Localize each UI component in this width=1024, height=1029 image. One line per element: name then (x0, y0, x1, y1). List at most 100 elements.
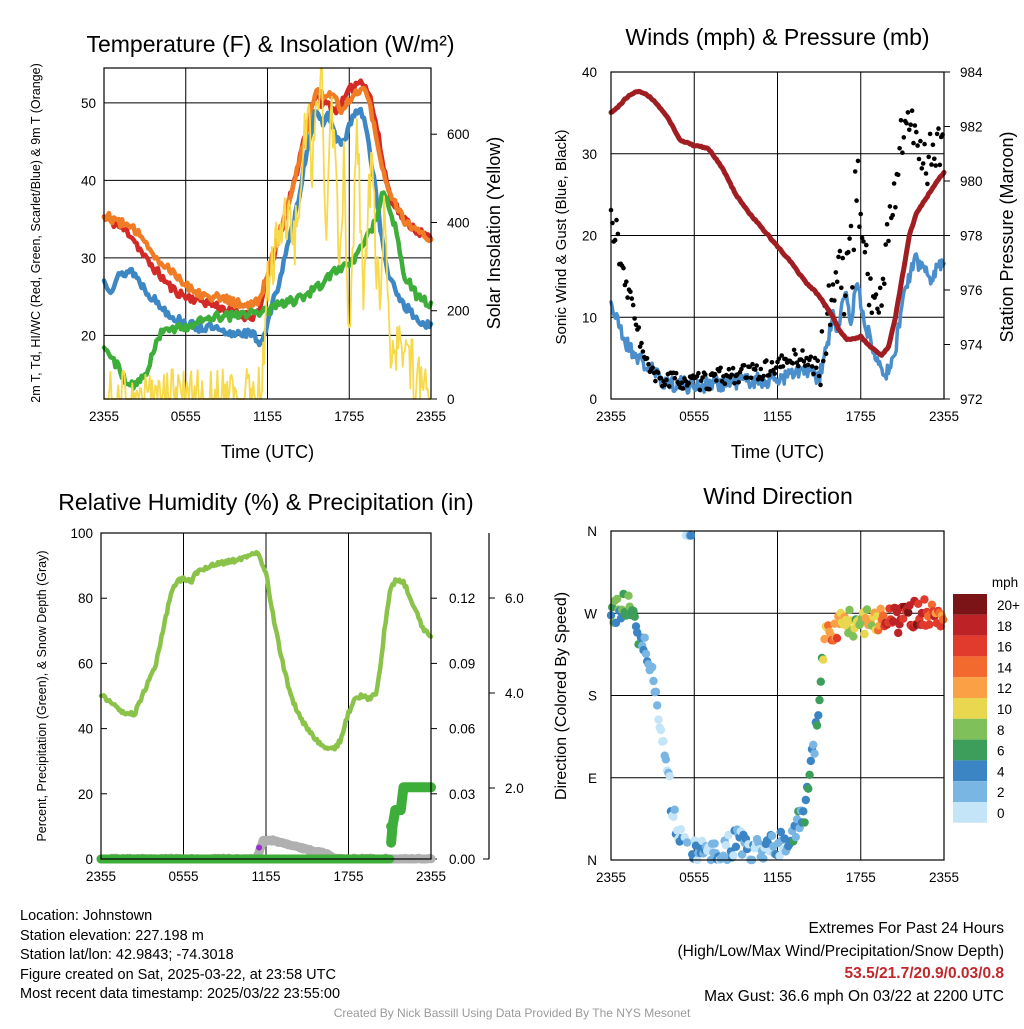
wind-gust-point (884, 222, 890, 227)
wind-gust-point (925, 181, 930, 187)
wind-gust-point (848, 223, 854, 229)
wdir-legend-swatch (953, 718, 987, 740)
temp-right-tick-label: 400 (447, 215, 470, 230)
wind-y-axis-label: Sonic Wind & Gust (Blue, Black) (553, 129, 570, 344)
rh-snow-axis-label: 6.0 (505, 591, 524, 606)
wdir-legend-label: 6 (997, 744, 1005, 759)
wind-gust-point (658, 375, 664, 381)
temp-series-line (101, 106, 434, 348)
wdir-x-tick-label: 1155 (763, 870, 792, 885)
wind-gust-point (933, 163, 938, 168)
wind-gust-point (895, 172, 901, 178)
wdir-y-tick-label: E (588, 771, 597, 786)
wind-gust-point (936, 126, 941, 131)
wind-gust-point (636, 325, 642, 330)
wdir-direction-point (800, 818, 809, 827)
wind-gust-point (624, 279, 629, 285)
wind-pressure-line (608, 88, 947, 358)
location-text: Location: Johnstown (20, 908, 153, 924)
rh-y-tick-label: 100 (70, 526, 93, 541)
wind-gust-point (793, 352, 798, 357)
credit-text: Created By Nick Bassill Using Data Provi… (333, 1006, 691, 1020)
wind-gust-point (857, 224, 862, 229)
wind-gust-point (826, 283, 832, 288)
wdir-direction-point (804, 784, 813, 793)
max-gust-text: Max Gust: 36.6 mph On 03/22 at 2200 UTC (704, 987, 1004, 1005)
station-info: Location: Johnstown Station elevation: 2… (20, 907, 340, 1005)
wdir-legend-label: 0 (997, 806, 1005, 821)
rh-humidity-line (98, 549, 434, 752)
rh-y-axis-label: Percent, Precipitation (Green), & Snow D… (35, 550, 49, 841)
temp-x-axis-label: Time (UTC) (221, 442, 314, 462)
wind-gust-point (830, 282, 836, 287)
wdir-direction-point (810, 749, 819, 758)
wind-gust-point (823, 351, 829, 357)
wind-right-tick-label: 984 (960, 65, 983, 80)
wind-gust-point (920, 161, 926, 166)
wdir-direction-point (799, 807, 808, 816)
wind-gust-point (712, 371, 718, 377)
wind-gust-point (836, 254, 841, 260)
wind-gust-point (703, 372, 708, 377)
wind-gust-point (707, 386, 712, 392)
wdir-direction-point (904, 608, 913, 617)
wind-gust-point (918, 138, 923, 144)
wdir-direction-point (737, 850, 747, 859)
wind-gust-point (808, 354, 814, 360)
wind-gust-point (840, 255, 845, 261)
extremes-subtitle: (High/Low/Max Wind/Precipitation/Snow De… (677, 942, 1005, 960)
wind-gust-point (890, 212, 895, 218)
wind-gust-point (722, 381, 728, 387)
wind-right-tick-label: 980 (960, 174, 983, 189)
wind-gust-point (901, 135, 907, 140)
wind-gust-point (854, 198, 859, 203)
wdir-direction-point (860, 629, 869, 639)
wdir-legend-swatch (953, 635, 987, 657)
wind-gust-point (790, 361, 796, 366)
wdir-direction-point (653, 701, 662, 710)
wind-x-tick-label: 0555 (679, 409, 709, 424)
rh-precip-line (386, 782, 436, 848)
wind-gust-point (697, 387, 703, 393)
wind-gust-point (851, 247, 857, 253)
wdir-direction-point (641, 649, 651, 659)
wdir-direction-point (608, 603, 617, 612)
wind-gust-point (640, 349, 646, 354)
wind-right-tick-label: 974 (960, 338, 983, 353)
rh-x-tick-label: 2355 (416, 869, 446, 884)
wdir-legend-label: 18 (997, 619, 1012, 634)
wind-gust-point (744, 375, 750, 380)
wdir-direction-point (656, 725, 666, 735)
wind-gust-point (696, 370, 701, 376)
elevation-text: Station elevation: 227.198 m (20, 927, 204, 944)
rh-plot-border (100, 532, 432, 860)
wind-gust-point (800, 348, 805, 353)
wdir-direction-point (724, 830, 733, 840)
wind-gust-point (753, 367, 758, 372)
wind-gust-point (915, 143, 920, 148)
wdir-legend-swatch (953, 594, 987, 615)
rh-precip-point (386, 821, 397, 832)
wind-gust-point (672, 375, 678, 381)
wind-gust-point (612, 237, 618, 243)
wdir-direction-point (759, 854, 768, 863)
wdir-direction-point (812, 721, 822, 730)
wind-gust-point (637, 344, 643, 349)
wdir-direction-point (879, 611, 888, 620)
wdir-y-tick-label: W (584, 606, 597, 621)
temp-y-axis-label: 2m T, Td, HI/WC (Red, Green, Scarlet/Blu… (29, 63, 43, 402)
extremes-values: 53.5/21.7/20.9/0.03/0.8 (844, 965, 1004, 982)
wind-title: Winds (mph) & Pressure (mb) (625, 24, 929, 50)
wdir-direction-point (914, 599, 923, 608)
wdir-direction-point (845, 605, 854, 615)
wind-gust-point (847, 236, 852, 241)
wind-gust-point (819, 329, 825, 334)
wdir-direction-point (648, 662, 657, 672)
wind-y-tick-label: 30 (582, 147, 597, 162)
wdir-direction-point (936, 622, 945, 631)
temp-x-tick-label: 1755 (334, 409, 364, 424)
wind-gust-point (846, 249, 851, 255)
wdir-direction-point (876, 604, 885, 613)
wind-gust-point (630, 302, 636, 308)
temp-right-tick-label: 200 (447, 304, 470, 319)
